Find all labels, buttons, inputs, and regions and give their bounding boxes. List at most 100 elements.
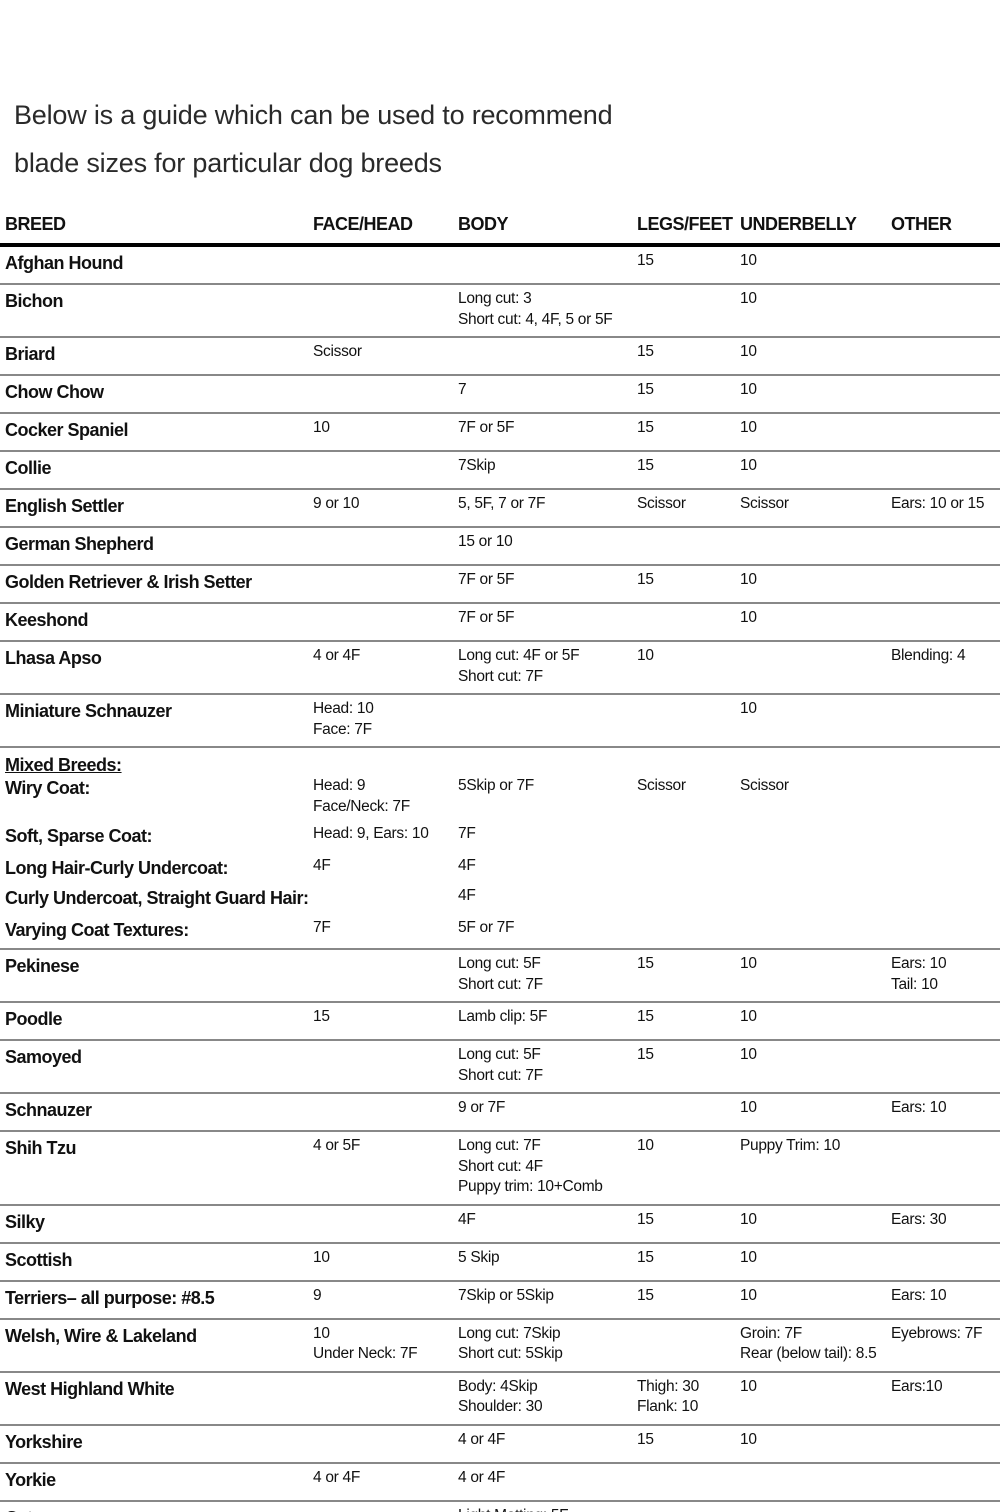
cell-line: 15: [637, 1046, 654, 1063]
cell-underbelly: Puppy Trim: 10: [740, 1136, 840, 1157]
row-cells: Golden Retriever & Irish Setter 7F or 5F 1…: [0, 570, 1000, 599]
table-row-group: Mixed Breeds: Wiry Coat: Head: 9 Face/Neck:…: [0, 748, 1000, 950]
breed-name: Afghan Hound: [5, 253, 123, 273]
cell-body: 7Skip: [458, 456, 496, 477]
cell-legs-feet: 15: [637, 380, 654, 401]
cell-underbelly: 10: [740, 418, 757, 439]
table-row: Briard Scissor 15 10: [0, 338, 1000, 376]
row-cells: Samoyed Long cut: 5F Short cut: 7F 15 10: [0, 1045, 1000, 1092]
breed-name: German Shepherd: [5, 534, 154, 554]
blade-size-table: Afghan Hound 15 10 Bichon Long cut: 3 Short c…: [0, 247, 1000, 1512]
cell-legs-feet: 15: [637, 1248, 654, 1269]
table-subrow: Curly Undercoat, Straight Guard Hair: 4F: [0, 886, 1000, 918]
cell-line: Long cut: 5F: [458, 955, 541, 972]
cell-line: 4 or 4F: [458, 1430, 506, 1448]
cell-line: 10: [637, 647, 654, 664]
breed-name: Poodle: [5, 1009, 63, 1029]
breed-name: Curly Undercoat, Straight Guard Hair:: [5, 888, 309, 908]
breed-name: West Highland White: [5, 1378, 175, 1399]
cell-line: Long cut: 4F or 5F: [458, 647, 580, 664]
cell-underbelly: 10: [740, 954, 757, 975]
cell-line: 10: [313, 1324, 330, 1342]
cell-face-head: Head: 9, Ears: 10: [313, 824, 429, 845]
cell-line: Eyebrows: 7F: [891, 1324, 983, 1342]
breed-name: Keeshond: [5, 610, 89, 630]
cell-face-head: 4 or 4F: [313, 1468, 360, 1489]
table-row: Lhasa Apso 4 or 4F Long cut: 4F or 5F Short…: [0, 642, 1000, 695]
cell-line: 10: [740, 700, 757, 717]
breed-name: English Settler: [5, 496, 124, 516]
cell-line: 10: [740, 1046, 757, 1063]
cell-underbelly: Scissor: [740, 776, 789, 797]
table-row: Golden Retriever & Irish Setter 7F or 5F 1…: [0, 566, 1000, 604]
cell-legs-feet: 15: [637, 1045, 654, 1066]
cell-line: 10: [740, 290, 757, 307]
cell-legs-feet: 15: [637, 456, 654, 477]
header-other: OTHER: [891, 214, 952, 234]
table-row: Schnauzer 9 or 7F 10 Ears: 10: [0, 1094, 1000, 1132]
cell-line: Short cut: 4F: [458, 1157, 543, 1175]
cell-line: 10: [740, 1210, 757, 1228]
cell-body: 4F: [458, 886, 476, 907]
table-row: Poodle 15 Lamb clip: 5F 15 10: [0, 1003, 1000, 1041]
cell-line: Ears:10: [891, 1377, 943, 1395]
cell-line: Shoulder: 30: [458, 1398, 543, 1415]
cell-line: Head: 10: [313, 700, 374, 717]
row-cells: English Settler 9 or 10 5, 5F, 7 or 7F Scis…: [0, 494, 1000, 523]
cell-line: 15: [313, 1008, 330, 1025]
cell-face-head: 10: [313, 418, 330, 439]
breed-name: Welsh, Wire & Lakeland: [5, 1325, 197, 1346]
cell-other: Ears:10: [891, 1377, 943, 1398]
cell-underbelly: 10: [740, 342, 757, 363]
row-cells: German Shepherd 15 or 10: [0, 532, 1000, 561]
header-breed: BREED: [5, 214, 66, 234]
cell-line: 10: [740, 252, 757, 269]
cell-legs-feet: 10: [637, 646, 654, 667]
breed-name: Yorkshire: [5, 1431, 83, 1452]
cell-line: Long cut: 3: [458, 290, 532, 307]
breed-name: Varying Coat Textures:: [5, 920, 189, 940]
row-cells: Schnauzer 9 or 7F 10 Ears: 10: [0, 1098, 1000, 1127]
cell-line: 4F: [458, 857, 476, 874]
intro-line-1: Below is a guide which can be used to re…: [14, 100, 613, 130]
header-face-head: FACE/HEAD: [313, 214, 413, 234]
cell-underbelly: 10: [740, 456, 757, 477]
breed-name: Samoyed: [5, 1047, 82, 1067]
cell-line: Puppy Trim: 10: [740, 1137, 841, 1154]
cell-line: 4 or 4F: [313, 647, 361, 664]
cell-underbelly: 10: [740, 1248, 757, 1269]
cell-body: Body: 4Skip Shoulder: 30: [458, 1377, 543, 1418]
cell-other: Ears: 10: [891, 1098, 947, 1119]
cell-underbelly: 10: [740, 1377, 757, 1398]
cell-underbelly: 10: [740, 1210, 757, 1231]
breed-name: Cocker Spaniel: [5, 420, 129, 440]
breed-name: Collie: [5, 458, 52, 478]
cell-line: 15: [637, 955, 654, 972]
cell-line: 9: [313, 1286, 322, 1304]
cell-body: Long cut: 4F or 5F Short cut: 7F: [458, 646, 580, 687]
breed-name: Pekinese: [5, 956, 80, 976]
cell-face-head: Head: 10 Face: 7F: [313, 699, 374, 740]
cell-line: 15: [637, 1286, 654, 1304]
cell-line: 7: [458, 381, 467, 398]
breed-name: Long Hair-Curly Undercoat:: [5, 858, 229, 878]
cell-line: Long cut: 7Skip: [458, 1324, 561, 1342]
cell-body: 7F or 5F: [458, 418, 514, 439]
cell-body: 4 or 4F: [458, 1468, 505, 1489]
cell-line: Flank: 10: [637, 1398, 699, 1415]
cell-line: Blending: 4: [891, 647, 966, 664]
cell-underbelly: 10: [740, 1098, 757, 1119]
breed-name: Scottish: [5, 1249, 73, 1270]
cell-face-head: 9 or 10: [313, 494, 359, 515]
cell-underbelly: 10: [740, 608, 757, 629]
cell-face-head: 9: [313, 1286, 322, 1307]
row-cells: Long Hair-Curly Undercoat: 4F 4F: [0, 856, 1000, 886]
row-cells: Scottish 10 5 Skip 15 10: [0, 1248, 1000, 1277]
row-cells: Yorkie 4 or 4F 4 or 4F: [0, 1468, 1000, 1497]
table-row: Bichon Long cut: 3 Short cut: 4, 4F, 5 or …: [0, 285, 1000, 338]
cell-line: 7F or 5F: [458, 571, 515, 588]
cell-body: 7F or 5F: [458, 570, 514, 591]
cell-line: 10: [740, 609, 757, 626]
row-cells: Silky 4F 15 10 Ears: 30: [0, 1210, 1000, 1239]
cell-line: 10: [740, 1430, 757, 1448]
